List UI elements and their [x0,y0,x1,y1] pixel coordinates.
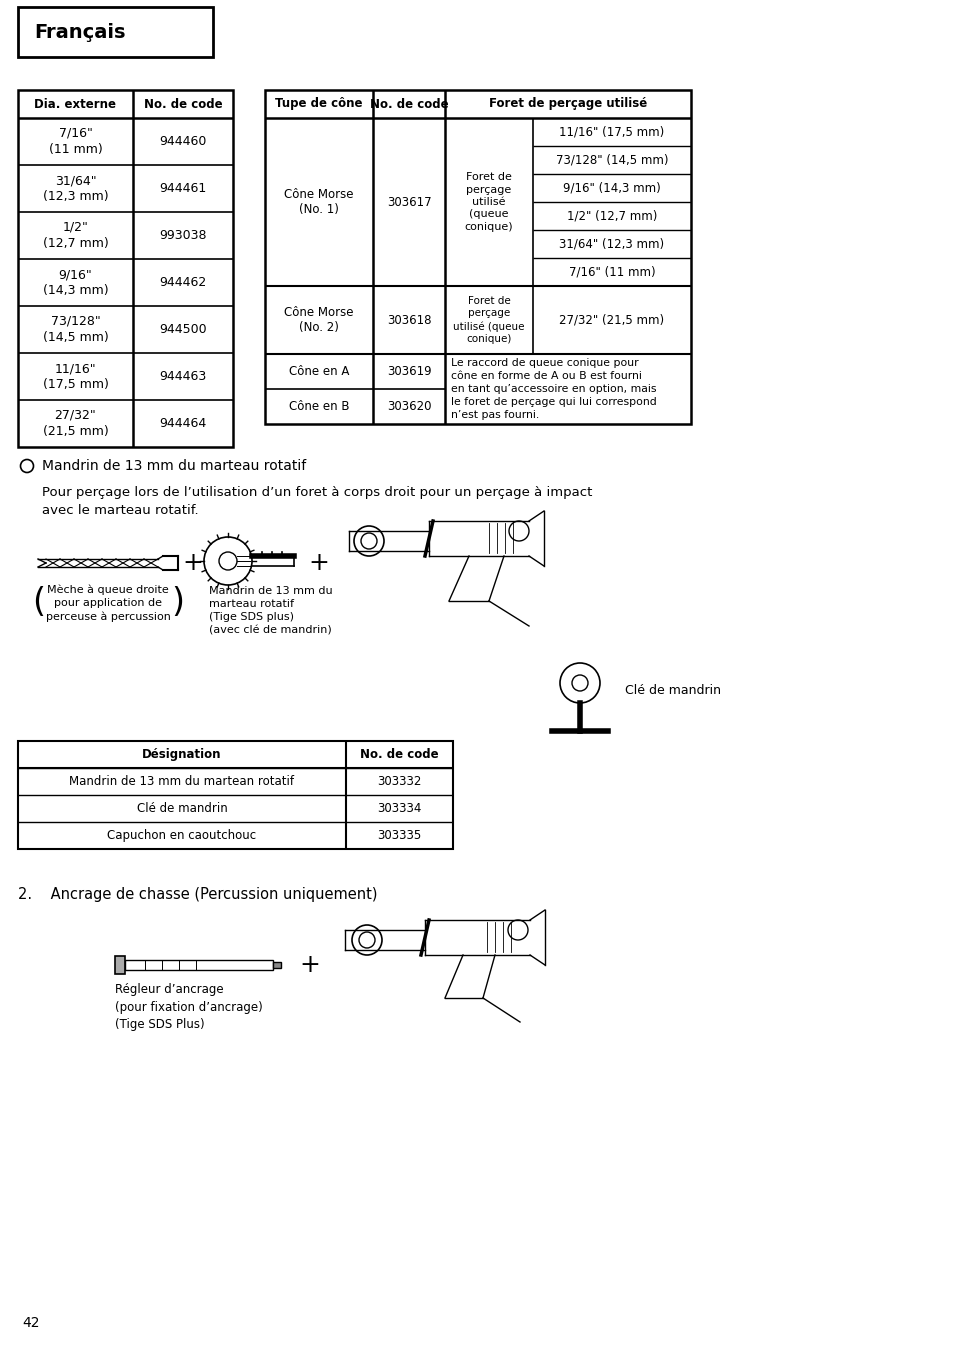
Text: 73/128"
(14,5 mm): 73/128" (14,5 mm) [43,315,109,343]
Bar [18,91,233,448]
Text: 42: 42 [22,1315,39,1330]
Text: 303334: 303334 [377,802,421,815]
Bar [265,91,690,425]
Text: 31/64"
(12,3 mm): 31/64" (12,3 mm) [43,174,109,203]
Text: No. de code: No. de code [370,97,448,111]
Text: 944462: 944462 [159,276,207,289]
Circle shape [354,526,384,556]
Bar [115,956,125,973]
Text: +: + [182,552,203,575]
Text: 27/32" (21,5 mm): 27/32" (21,5 mm) [558,314,664,326]
Text: Cône Morse
(No. 2): Cône Morse (No. 2) [284,306,354,334]
Bar [18,7,213,57]
Text: 303620: 303620 [386,400,431,412]
Text: 303619: 303619 [386,365,431,379]
Text: 1/2"
(12,7 mm): 1/2" (12,7 mm) [43,220,109,250]
Text: Cône en A: Cône en A [289,365,349,379]
Text: Cône en B: Cône en B [289,400,349,412]
Text: (: ( [32,587,45,619]
Text: Régleur d’ancrage
(pour fixation d’ancrage)
(Tige SDS Plus): Régleur d’ancrage (pour fixation d’ancra… [115,983,262,1032]
Text: Pour perçage lors de l’utilisation d’un foret à corps droit pour un perçage à im: Pour perçage lors de l’utilisation d’un … [42,485,592,518]
Circle shape [507,919,527,940]
Circle shape [219,552,236,571]
Text: 944461: 944461 [159,183,207,195]
Bar [18,741,453,849]
Circle shape [559,662,599,703]
Text: Cône Morse
(No. 1): Cône Morse (No. 1) [284,188,354,216]
Text: 73/128" (14,5 mm): 73/128" (14,5 mm) [556,154,667,166]
Text: Clé de mandrin: Clé de mandrin [624,684,720,698]
Text: 303332: 303332 [377,775,421,788]
Text: 944500: 944500 [159,323,207,337]
Text: Foret de
perçage
utilisé
(queue
conique): Foret de perçage utilisé (queue conique) [464,172,513,231]
Circle shape [358,932,375,948]
Text: 2.    Ancrage de chasse (Percussion uniquement): 2. Ancrage de chasse (Percussion uniquem… [18,887,377,902]
Text: No. de code: No. de code [144,97,222,111]
Text: 27/32"
(21,5 mm): 27/32" (21,5 mm) [43,410,109,438]
Circle shape [360,533,376,549]
Text: 11/16" (17,5 mm): 11/16" (17,5 mm) [558,126,664,138]
Bar [273,963,281,968]
Text: Clé de mandrin: Clé de mandrin [136,802,227,815]
Circle shape [572,675,587,691]
Text: 993038: 993038 [159,228,207,242]
Text: Tupe de cône: Tupe de cône [275,97,362,111]
Text: No. de code: No. de code [360,748,438,761]
Text: Mandrin de 13 mm du martean rotatif: Mandrin de 13 mm du martean rotatif [70,775,294,788]
Text: Français: Français [34,23,126,42]
Text: 7/16" (11 mm): 7/16" (11 mm) [568,265,655,279]
Bar [125,960,273,969]
Text: Foret de
perçage
utilisé (queue
conique): Foret de perçage utilisé (queue conique) [453,296,524,343]
Text: 9/16"
(14,3 mm): 9/16" (14,3 mm) [43,268,109,297]
Text: 31/64" (12,3 mm): 31/64" (12,3 mm) [558,238,664,250]
Text: Capuchon en caoutchouc: Capuchon en caoutchouc [108,829,256,842]
Text: Foret de perçage utilisé: Foret de perçage utilisé [488,97,646,111]
Text: +: + [299,953,320,977]
Text: +: + [308,552,329,575]
Text: 7/16"
(11 mm): 7/16" (11 mm) [49,127,102,155]
Text: 9/16" (14,3 mm): 9/16" (14,3 mm) [562,181,660,195]
Text: 303618: 303618 [386,314,431,326]
Circle shape [509,521,529,541]
Text: Dia. externe: Dia. externe [34,97,116,111]
Text: 303617: 303617 [386,196,431,208]
Text: 944464: 944464 [159,416,207,430]
Circle shape [352,925,381,955]
Text: 303335: 303335 [377,829,421,842]
Text: Mandrin de 13 mm du marteau rotatif: Mandrin de 13 mm du marteau rotatif [42,458,306,473]
Text: 944463: 944463 [159,370,207,383]
Circle shape [204,537,252,585]
Text: 1/2" (12,7 mm): 1/2" (12,7 mm) [566,210,657,223]
Text: Le raccord de queue conique pour
cône en forme de A ou B est fourni
en tant qu’a: Le raccord de queue conique pour cône en… [451,358,656,419]
Text: 11/16"
(17,5 mm): 11/16" (17,5 mm) [43,362,109,391]
Text: 944460: 944460 [159,135,207,147]
Text: Mandrin de 13 mm du
marteau rotatif
(Tige SDS plus)
(avec clé de mandrin): Mandrin de 13 mm du marteau rotatif (Tig… [209,585,333,635]
Text: Mèche à queue droite
pour application de
perceuse à percussion: Mèche à queue droite pour application de… [46,584,171,622]
Text: Désignation: Désignation [142,748,221,761]
Text: ): ) [171,587,184,619]
